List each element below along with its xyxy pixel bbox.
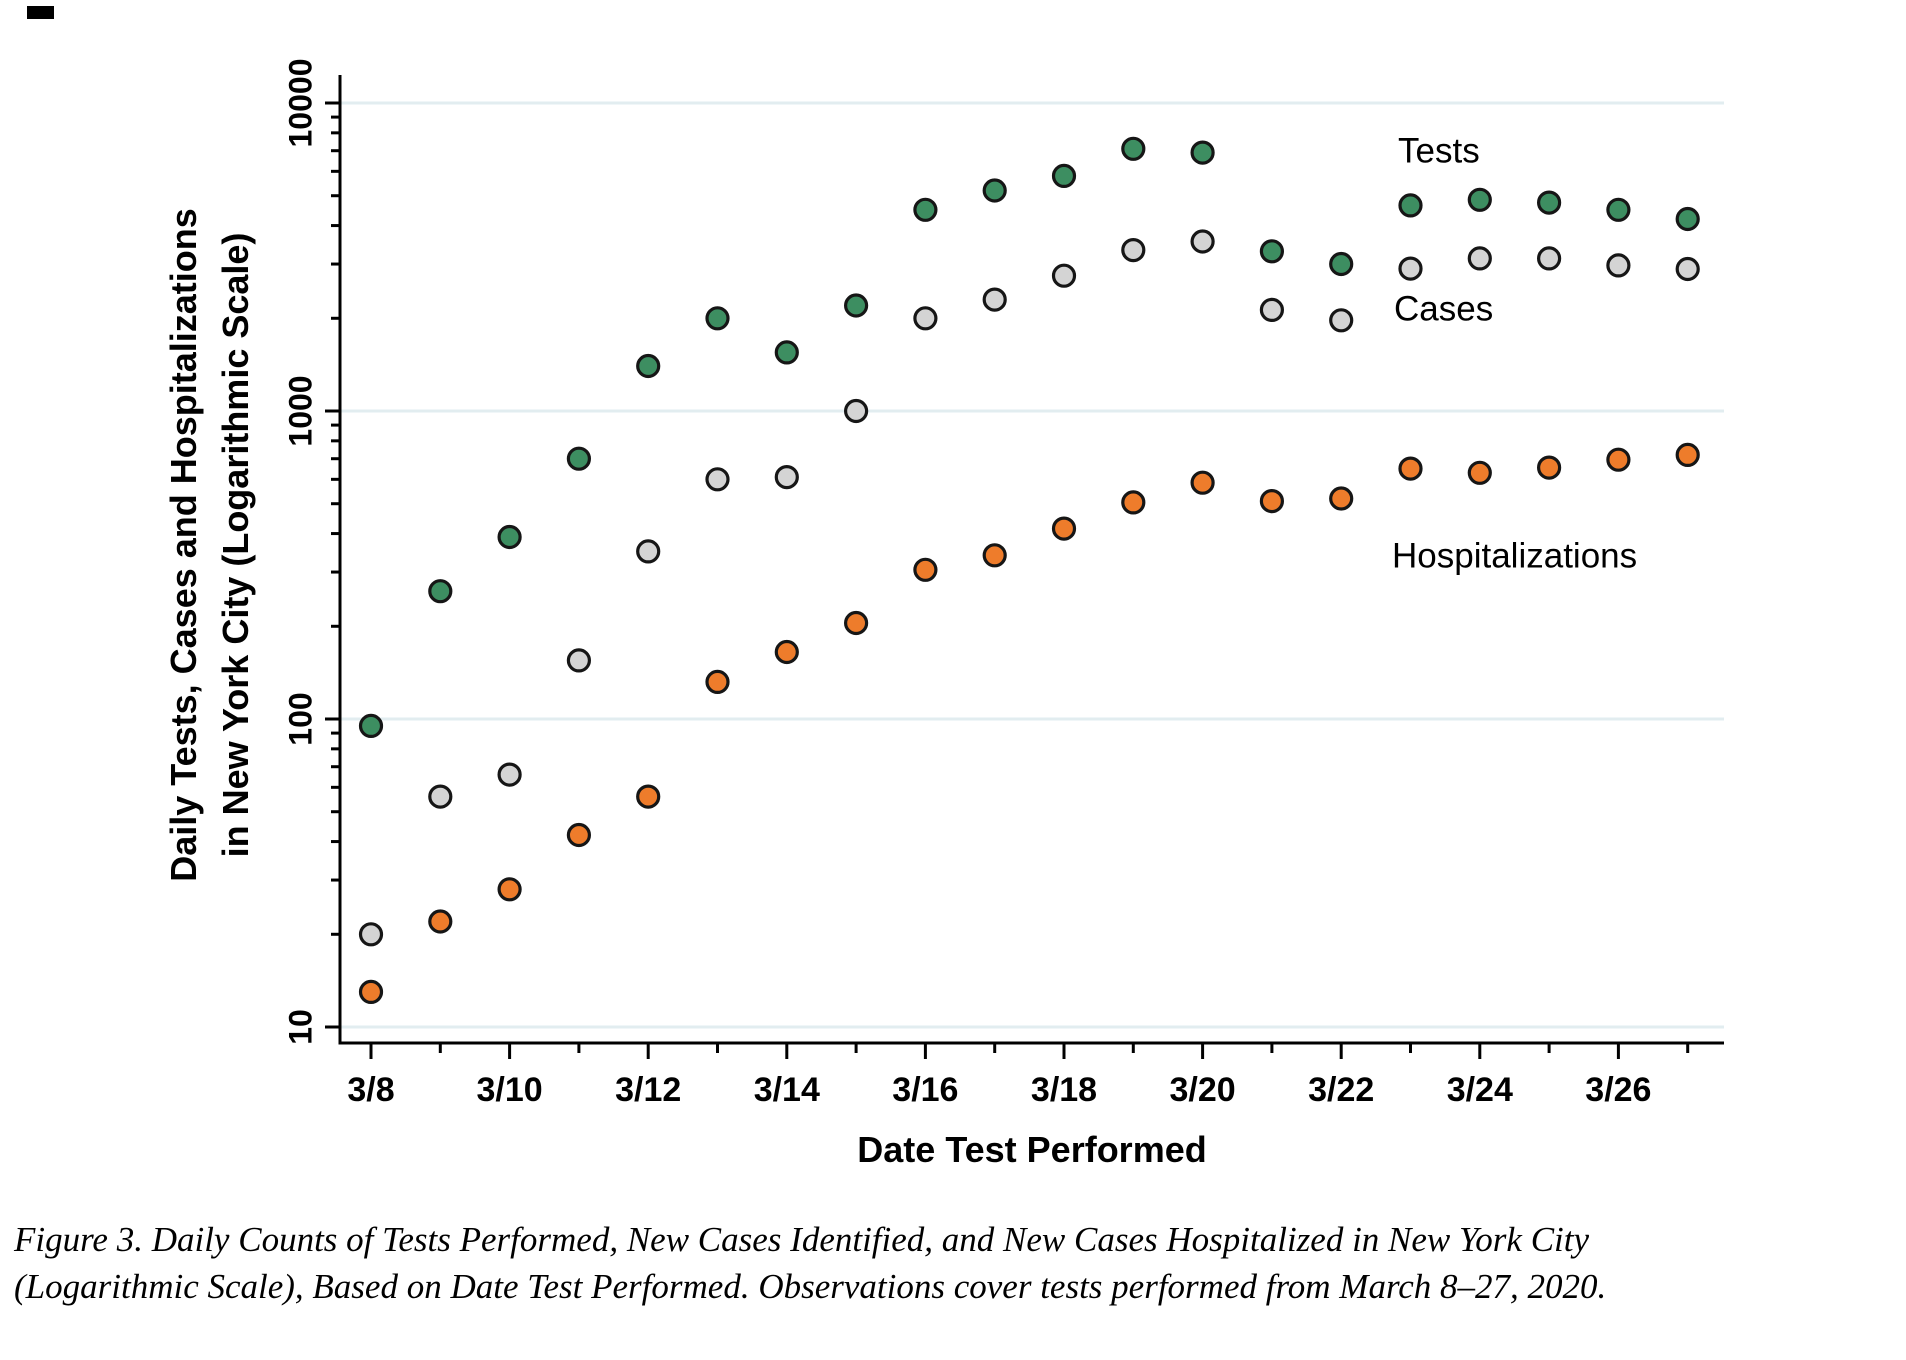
- data-point-tests: [1536, 190, 1562, 215]
- x-tick-label: 3/16: [892, 1071, 958, 1109]
- data-point-hospitalizations: [1467, 460, 1492, 485]
- series-label-hospitalizations: Hospitalizations: [1392, 536, 1637, 575]
- data-point-hospitalizations: [1121, 490, 1146, 515]
- axes: [338, 75, 1724, 1045]
- data-point-cases: [913, 306, 938, 331]
- data-point-hospitalizations: [913, 557, 938, 582]
- x-tick-label: 3/20: [1170, 1071, 1236, 1109]
- data-point-tests: [774, 340, 799, 365]
- x-tick-label: 3/22: [1308, 1071, 1374, 1109]
- scan-artifact-mark: [27, 6, 54, 19]
- y-axis-title-line2: in New York City (Logarithmic Scale): [215, 233, 256, 858]
- data-point-hospitalizations: [705, 669, 730, 695]
- figure-caption: Figure 3. Daily Counts of Tests Performe…: [14, 1216, 1894, 1310]
- x-tick-label: 3/8: [347, 1071, 394, 1109]
- data-point-tests: [428, 579, 453, 604]
- data-point-tests: [1606, 197, 1631, 222]
- data-point-cases: [497, 762, 522, 787]
- data-point-cases: [636, 539, 661, 564]
- data-point-tests: [705, 306, 730, 331]
- gridlines: [340, 101, 1724, 1029]
- data-point-cases: [1329, 308, 1354, 333]
- series-label-tests: Tests: [1398, 131, 1480, 170]
- data-point-tests: [497, 524, 522, 550]
- data-point-tests: [1259, 239, 1285, 264]
- data-point-tests: [636, 353, 661, 379]
- data-point-hospitalizations: [1536, 455, 1562, 480]
- figure-caption-line2: (Logarithmic Scale), Based on Date Test …: [14, 1267, 1607, 1306]
- data-point-cases: [358, 922, 384, 947]
- data-point-cases: [566, 648, 592, 673]
- data-point-tests: [1329, 251, 1354, 277]
- data-point-cases: [1675, 256, 1700, 282]
- data-point-tests: [566, 446, 592, 471]
- data-point-hospitalizations: [1190, 470, 1215, 495]
- data-point-hospitalizations: [843, 610, 869, 636]
- data-point-hospitalizations: [566, 822, 592, 848]
- y-tick-label: 10: [282, 1009, 318, 1045]
- data-point-tests: [913, 197, 938, 222]
- data-point-hospitalizations: [636, 784, 661, 809]
- data-point-hospitalizations: [1051, 516, 1077, 541]
- data-point-cases: [1398, 256, 1423, 281]
- series-label-cases: Cases: [1394, 289, 1493, 328]
- data-point-hospitalizations: [1329, 486, 1354, 511]
- data-point-cases: [1536, 246, 1562, 271]
- data-point-cases: [774, 465, 799, 490]
- data-point-hospitalizations: [428, 909, 453, 934]
- data-point-tests: [1051, 163, 1077, 188]
- data-point-hospitalizations: [1259, 489, 1285, 514]
- series-labels: Tests Cases Hospitalizations: [1392, 131, 1637, 575]
- data-point-tests: [1675, 206, 1700, 232]
- data-point-cases: [705, 467, 730, 492]
- axis-tick-labels: 10 100 1000 10000 3/8 3/10 3/12 3/14 3/16 3/18 3/2…: [282, 59, 1651, 1109]
- x-tick-label: 3/14: [754, 1071, 820, 1109]
- data-point-hospitalizations: [1398, 456, 1423, 481]
- x-tick-label: 3/12: [615, 1071, 681, 1109]
- data-point-tests: [843, 293, 869, 318]
- figure-caption-line1: Figure 3. Daily Counts of Tests Performe…: [14, 1220, 1590, 1259]
- data-point-hospitalizations: [1675, 442, 1700, 467]
- data-point-tests: [358, 713, 384, 739]
- data-point-cases: [1259, 297, 1285, 322]
- y-tick-label: 1000: [282, 375, 318, 446]
- x-tick-label: 3/10: [477, 1071, 543, 1109]
- x-tick-label: 3/18: [1031, 1071, 1097, 1109]
- y-tick-label: 10000: [282, 59, 318, 148]
- data-points: [358, 136, 1700, 1005]
- data-point-cases: [1121, 238, 1146, 263]
- data-point-cases: [1606, 253, 1631, 278]
- data-point-cases: [428, 784, 453, 809]
- data-point-tests: [1467, 187, 1492, 212]
- y-axis-title-line1: Daily Tests, Cases and Hospitalizations: [163, 208, 204, 882]
- data-point-tests: [1190, 140, 1215, 165]
- data-point-tests: [982, 178, 1007, 203]
- data-point-hospitalizations: [1606, 447, 1631, 472]
- axis-ticks: [325, 101, 1690, 1059]
- data-point-cases: [843, 398, 869, 424]
- data-point-hospitalizations: [497, 877, 522, 902]
- data-point-hospitalizations: [774, 639, 799, 665]
- y-tick-label: 100: [282, 692, 318, 745]
- data-point-tests: [1398, 193, 1423, 218]
- data-point-cases: [1190, 229, 1215, 254]
- data-point-tests: [1121, 136, 1146, 161]
- x-tick-label: 3/24: [1447, 1071, 1513, 1109]
- data-point-cases: [982, 287, 1007, 312]
- x-tick-label: 3/26: [1585, 1071, 1651, 1109]
- data-point-cases: [1467, 246, 1492, 271]
- data-point-cases: [1051, 263, 1077, 288]
- x-axis-title: Date Test Performed: [857, 1129, 1206, 1170]
- data-point-hospitalizations: [982, 543, 1007, 568]
- data-point-hospitalizations: [358, 979, 384, 1005]
